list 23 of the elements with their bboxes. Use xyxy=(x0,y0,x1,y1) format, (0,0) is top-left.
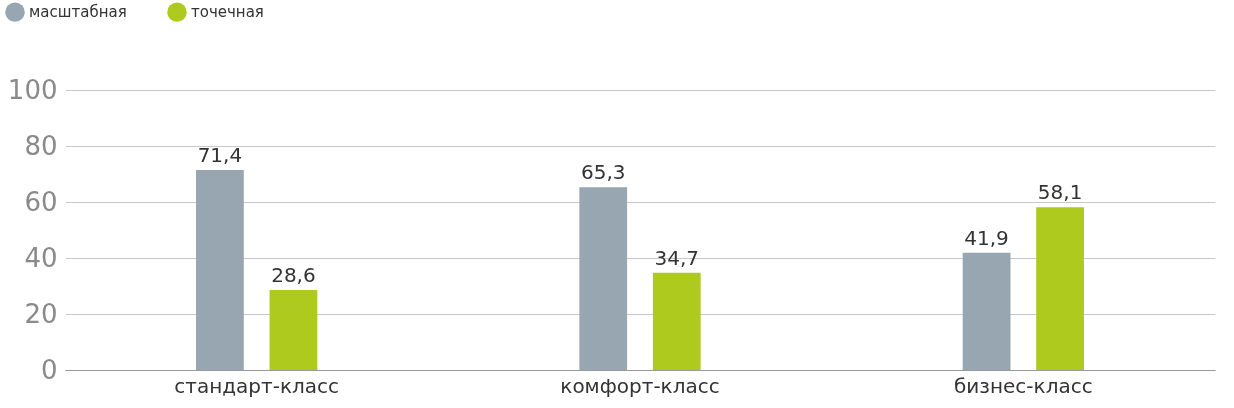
data-label: 34,7 xyxy=(654,245,700,270)
y-tick-label: 100 xyxy=(7,74,58,105)
bar xyxy=(269,289,318,370)
data-label: 71,4 xyxy=(197,143,243,168)
bar xyxy=(962,252,1011,370)
legend-label: точечная xyxy=(191,3,264,22)
y-tick-label: 80 xyxy=(24,130,58,161)
x-tick-label: бизнес-класс xyxy=(954,373,1093,398)
y-tick-label: 60 xyxy=(24,186,58,217)
y-tick-label: 0 xyxy=(40,354,58,385)
bar xyxy=(1036,207,1084,370)
bar xyxy=(579,187,628,370)
data-label: 41,9 xyxy=(964,225,1009,250)
x-tick-label: стандарт-класс xyxy=(174,373,340,398)
y-tick-label: 40 xyxy=(24,242,58,273)
legend-label: масштабная xyxy=(29,3,127,22)
bar xyxy=(652,272,701,370)
bar xyxy=(196,170,244,370)
data-label: 58,1 xyxy=(1037,180,1083,205)
x-tick-label: комфорт-класс xyxy=(560,373,720,398)
data-label: 65,3 xyxy=(580,160,626,185)
y-tick-label: 20 xyxy=(24,298,58,329)
data-label: 28,6 xyxy=(271,262,316,287)
